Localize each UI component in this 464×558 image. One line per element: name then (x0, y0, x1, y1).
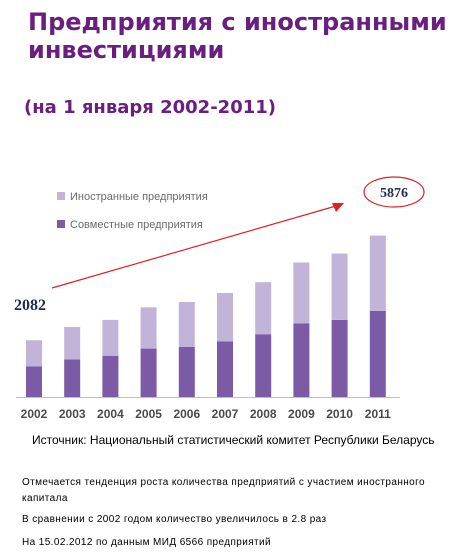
trend-arrow-line (51, 205, 337, 289)
note-mfa: На 15.02.2012 по данным МИД 6566 предпри… (22, 537, 272, 548)
bar-foreign-2005 (140, 307, 157, 349)
legend-label-0: Совместные предприятия (70, 219, 203, 231)
page-subtitle: (на 1 января 2002-2011) (24, 97, 276, 118)
bar-joint-2009 (293, 323, 310, 397)
bar-foreign-2002 (26, 340, 42, 367)
page-title: Предприятия с иностранными инвестициями (28, 8, 447, 64)
bar-joint-2003 (64, 359, 81, 397)
x-tick-label-2005: 2005 (135, 407, 162, 421)
bar-joint-2004 (102, 355, 119, 397)
end-value-ellipse (363, 176, 425, 208)
x-tick-label-2009: 2009 (288, 407, 315, 421)
chart-legend: Иностранные предприятия Совместные предпр… (57, 191, 208, 231)
x-axis-tick-labels: 2002 2003 2004 2005 2006 2007 2008 2009 2010 2011 (21, 407, 391, 421)
bar-foreign-2004 (102, 319, 119, 356)
chart-bars (26, 235, 386, 397)
bar-foreign-2008 (255, 282, 272, 335)
x-tick-label-2004: 2004 (97, 407, 124, 421)
note-trend: Отмечается тенденция роста количества пр… (22, 477, 425, 504)
bar-foreign-2007 (217, 292, 233, 342)
x-tick-label-2003: 2003 (59, 407, 86, 421)
note-comparison: В сравнении с 2002 годом количество увел… (22, 514, 327, 525)
bar-joint-2006 (178, 346, 195, 397)
bar-foreign-2011 (369, 235, 386, 311)
end-value-label: 5876 (380, 186, 408, 201)
bar-joint-2005 (140, 348, 157, 397)
bar-foreign-2010 (331, 253, 348, 320)
x-tick-label-2007: 2007 (212, 407, 239, 421)
x-tick-label-2010: 2010 (326, 407, 353, 421)
x-tick-label-2011: 2011 (365, 407, 391, 421)
legend-swatch-0 (57, 220, 65, 228)
bar-joint-2002 (26, 366, 42, 397)
start-value-label: 2082 (14, 297, 46, 314)
bar-foreign-2003 (64, 327, 81, 360)
bar-foreign-2006 (178, 301, 195, 347)
bar-joint-2007 (217, 341, 233, 397)
bar-joint-2008 (255, 334, 272, 397)
source-text: Источник: Национальный статистический ко… (32, 433, 435, 447)
x-tick-label-2006: 2006 (173, 407, 200, 421)
bar-foreign-2009 (293, 262, 310, 324)
x-tick-label-2008: 2008 (250, 407, 277, 421)
legend-swatch-1 (57, 192, 65, 200)
x-tick-label-2002: 2002 (21, 407, 48, 421)
stacked-bar-chart: Иностранные предприятия Совместные предпр… (14, 176, 425, 421)
bar-joint-2011 (369, 310, 386, 397)
bar-joint-2010 (331, 319, 348, 397)
trend-arrow-head (332, 203, 344, 212)
legend-label-1: Иностранные предприятия (70, 191, 208, 203)
chart-annotations: 2082 5876 (14, 176, 425, 314)
